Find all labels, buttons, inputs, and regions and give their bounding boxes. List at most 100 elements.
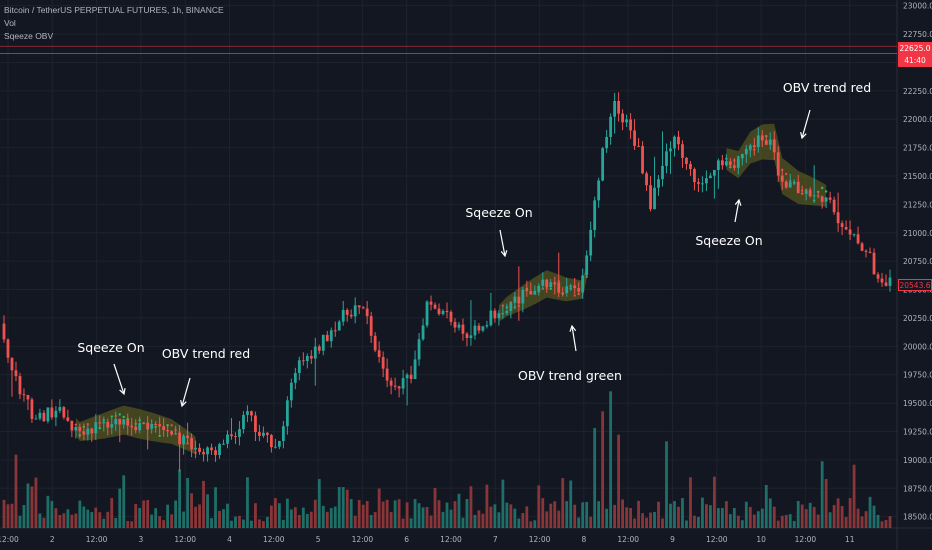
candle-body	[557, 282, 561, 293]
high-price-value: 22625.0	[899, 44, 931, 53]
candle-body	[513, 296, 517, 303]
candle-body	[457, 324, 461, 328]
candle-body	[90, 428, 94, 434]
candle-body	[716, 160, 720, 170]
candle-body	[593, 200, 597, 230]
volume-bar	[613, 504, 617, 528]
candle-body	[629, 119, 632, 131]
candle-body	[146, 422, 150, 429]
volume-bar	[776, 520, 780, 528]
candle-body	[764, 140, 768, 145]
price-tick-label: 18500.0	[903, 513, 932, 522]
candle-body	[106, 421, 110, 428]
candle-body	[625, 119, 628, 123]
volume-bar	[740, 520, 744, 528]
candle-body	[812, 195, 816, 197]
candle-body	[361, 307, 365, 309]
squeeze-dot	[501, 304, 505, 307]
volume-bar	[469, 486, 473, 528]
time-tick-label: 12:00	[795, 535, 817, 544]
candle-body	[86, 428, 90, 435]
volume-bar	[573, 504, 577, 528]
candle-body	[150, 423, 154, 429]
candle-body	[641, 146, 644, 174]
candle-body	[645, 173, 648, 186]
price-lines	[0, 45, 897, 55]
volume-bar	[102, 518, 106, 528]
candle-body	[705, 178, 708, 184]
volume-bar	[425, 507, 429, 528]
candle-body	[772, 139, 776, 153]
candle-body	[601, 148, 605, 181]
volume-bar	[6, 504, 10, 528]
candle-body	[397, 386, 401, 389]
volume-bar	[433, 488, 437, 528]
candle-body	[301, 360, 305, 362]
annotation-arrow	[499, 229, 506, 257]
annotation-arrowhead	[119, 387, 126, 396]
price-tick-label: 18750.0	[903, 484, 932, 493]
volume-bar	[118, 488, 122, 528]
candle-body	[425, 301, 429, 326]
squeeze-obv-indicator-label[interactable]: Sqeeze OBV	[4, 31, 54, 41]
candle-body	[621, 113, 625, 123]
volume-bar	[98, 512, 102, 528]
candle-body	[341, 309, 345, 322]
volume-bar	[473, 514, 477, 528]
volume-bar	[377, 488, 381, 528]
time-tick-label: 12:00	[440, 535, 462, 544]
volume-indicator-label[interactable]: Vol	[4, 18, 16, 28]
volume-bar	[693, 515, 696, 528]
volume-bar	[317, 479, 321, 528]
time-tick-label: 6	[404, 535, 409, 544]
candle-body	[222, 443, 225, 445]
candle-body	[728, 161, 732, 166]
candle-body	[102, 421, 106, 424]
volume-bar	[617, 434, 621, 528]
volume-bar	[178, 469, 182, 528]
candle-body	[170, 431, 174, 435]
candle-body	[353, 305, 357, 317]
symbol-title[interactable]: Bitcoin / TetherUS PERPETUAL FUTURES, 1h…	[4, 5, 224, 15]
candle-body	[122, 419, 126, 425]
price-tick-label: 22750.0	[903, 30, 932, 39]
candle-body	[872, 252, 876, 275]
volume-bar	[321, 505, 325, 528]
candle-body	[293, 373, 297, 383]
candle-body	[561, 292, 565, 294]
candle-body	[880, 278, 884, 283]
price-tick-label: 20000.0	[903, 342, 932, 351]
squeeze-dot	[573, 294, 576, 297]
volume-bar	[760, 508, 764, 528]
volume-bar	[190, 493, 193, 528]
candle-body	[182, 435, 185, 445]
volume-bar	[50, 500, 54, 528]
candle-body	[884, 282, 888, 286]
candle-body	[449, 311, 453, 322]
candle-body	[485, 325, 489, 327]
candle-body	[800, 193, 804, 195]
candle-body	[673, 136, 676, 149]
candle-body	[832, 199, 836, 213]
annotation-arrow	[181, 377, 191, 407]
volume-bar	[329, 508, 333, 528]
volume-bar	[868, 496, 872, 528]
volume-bar	[728, 514, 732, 528]
candle-body	[333, 330, 337, 332]
volume-bar	[218, 510, 221, 528]
volume-bar	[297, 514, 301, 528]
candle-body	[78, 426, 82, 432]
candle-body	[768, 139, 772, 145]
volume-bar	[832, 505, 836, 528]
volume-bar	[66, 509, 70, 528]
candle-body	[497, 313, 501, 319]
volume-bar	[194, 506, 197, 528]
volume-bar	[705, 504, 708, 528]
candle-body	[720, 160, 724, 166]
volume-bar	[401, 518, 405, 528]
candle-body	[214, 450, 217, 456]
bar-countdown: 41:40	[904, 56, 926, 65]
volume-bar	[246, 477, 249, 528]
candle-body	[281, 426, 285, 441]
